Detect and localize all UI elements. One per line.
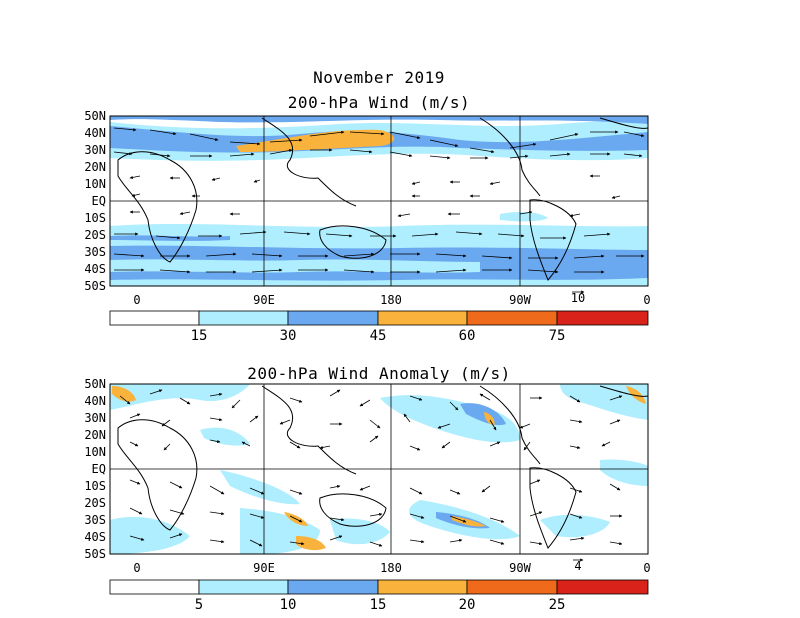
lat-label: 30N xyxy=(84,143,106,157)
reference-vector-label: 4 xyxy=(574,559,581,573)
colorbar-tick: 60 xyxy=(459,328,476,344)
wind-vectors xyxy=(113,127,645,274)
colorbar-tick: 10 xyxy=(280,597,297,613)
lon-label: 0 xyxy=(133,561,140,575)
wind-map-title: 200-hPa Wind (m/s) xyxy=(287,93,471,112)
lon-label: 90E xyxy=(253,293,275,307)
wind-map: 50N 40N 30N 20N 10N EQ 10S 20S 30S 40S 5… xyxy=(84,109,650,344)
lon-label: 90E xyxy=(253,561,275,575)
lon-label: 90W xyxy=(509,293,531,307)
lat-label: 20N xyxy=(84,160,106,174)
lon-label: 0 xyxy=(643,293,650,307)
reference-vector: 4 xyxy=(573,558,584,573)
lon-label: 90W xyxy=(509,561,531,575)
anomaly-map-title: 200-hPa Wind Anomaly (m/s) xyxy=(247,364,511,383)
lon-label: 0 xyxy=(643,561,650,575)
colorbar-tick: 25 xyxy=(549,597,566,613)
lat-label: 30S xyxy=(84,513,106,527)
lat-label: 40N xyxy=(84,394,106,408)
lat-label: 40S xyxy=(84,262,106,276)
month-title: November 2019 xyxy=(313,68,445,87)
lat-label: 10S xyxy=(84,211,106,225)
lon-labels: 0 90E 180 90W 0 xyxy=(133,561,650,575)
grid-lines xyxy=(110,384,648,554)
lat-label: 10N xyxy=(84,177,106,191)
lat-label: 20S xyxy=(84,228,106,242)
coastlines xyxy=(117,385,648,549)
anomaly-shading xyxy=(110,384,648,554)
colorbar-tick: 20 xyxy=(459,597,476,613)
lat-label: 50N xyxy=(84,109,106,123)
lon-labels: 0 90E 180 90W 0 xyxy=(133,293,650,307)
colorbar-tick: 15 xyxy=(191,328,208,344)
lat-labels: 50N 40N 30N 20N 10N EQ 10S 20S 30S 40S 5… xyxy=(84,109,106,293)
reference-vector: 10 xyxy=(571,290,585,305)
lat-label: 20N xyxy=(84,428,106,442)
reference-vector-label: 10 xyxy=(571,291,585,305)
lat-label: EQ xyxy=(92,462,106,476)
lon-label: 180 xyxy=(380,561,402,575)
wind-colorbar: 15 30 45 60 75 xyxy=(109,310,649,344)
colorbar-tick: 15 xyxy=(370,597,387,613)
lat-label: 20S xyxy=(84,496,106,510)
lat-label: 40S xyxy=(84,530,106,544)
lat-labels: 50N 40N 30N 20N 10N EQ 10S 20S 30S 40S 5… xyxy=(84,377,106,561)
lat-label: 50N xyxy=(84,377,106,391)
anomaly-colorbar: 5 10 15 20 25 xyxy=(109,579,649,613)
colorbar-tick: 30 xyxy=(280,328,297,344)
lat-label: 10N xyxy=(84,445,106,459)
colorbar-tick: 45 xyxy=(370,328,387,344)
lat-label: 50S xyxy=(84,279,106,293)
grid-lines xyxy=(110,116,648,286)
coastlines xyxy=(117,117,648,281)
anomaly-vectors xyxy=(119,389,623,547)
lat-label: 50S xyxy=(84,547,106,561)
lon-label: 0 xyxy=(133,293,140,307)
lat-label: 10S xyxy=(84,479,106,493)
lat-label: 40N xyxy=(84,126,106,140)
lon-label: 180 xyxy=(380,293,402,307)
lat-label: EQ xyxy=(92,194,106,208)
lat-label: 30N xyxy=(84,411,106,425)
lat-label: 30S xyxy=(84,245,106,259)
wind-anomaly-map: 50N 40N 30N 20N 10N EQ 10S 20S 30S 40S 5… xyxy=(84,377,650,613)
colorbar-tick: 75 xyxy=(549,328,566,344)
colorbar-tick: 5 xyxy=(195,597,203,613)
